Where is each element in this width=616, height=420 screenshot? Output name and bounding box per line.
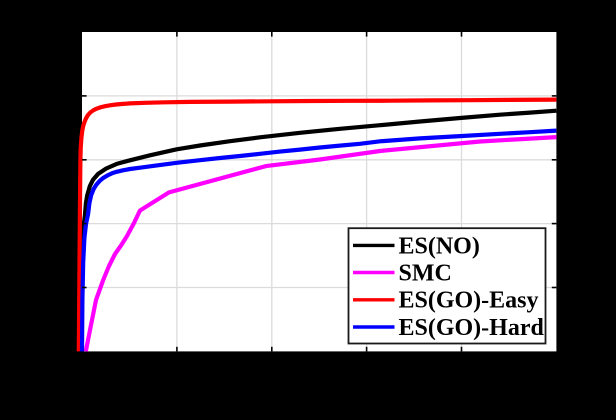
svg-text:ES(GO)-Easy: ES(GO)-Easy <box>399 288 539 314</box>
svg-text:SMC: SMC <box>399 260 452 286</box>
svg-text:ES(GO)-Hard: ES(GO)-Hard <box>399 315 545 341</box>
svg-text:ES(NO): ES(NO) <box>399 233 480 259</box>
